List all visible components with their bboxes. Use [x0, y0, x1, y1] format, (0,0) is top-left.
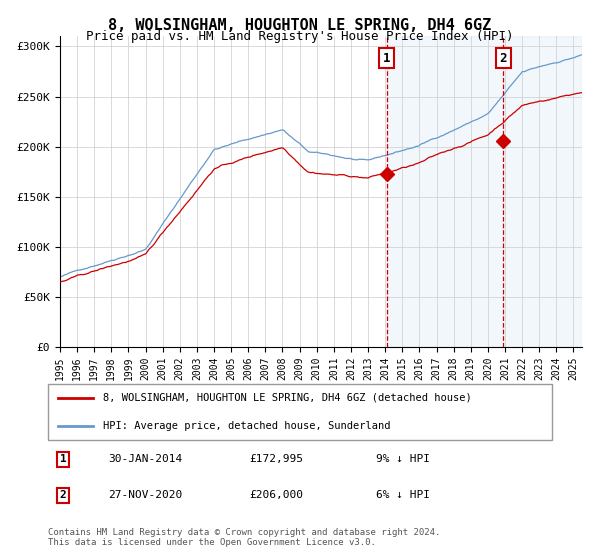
Text: £172,995: £172,995	[250, 454, 304, 464]
Text: 2: 2	[60, 491, 67, 501]
Text: 6% ↓ HPI: 6% ↓ HPI	[376, 491, 430, 501]
Text: 9% ↓ HPI: 9% ↓ HPI	[376, 454, 430, 464]
Text: Contains HM Land Registry data © Crown copyright and database right 2024.
This d: Contains HM Land Registry data © Crown c…	[48, 528, 440, 547]
Text: 30-JAN-2014: 30-JAN-2014	[109, 454, 183, 464]
Text: 1: 1	[60, 454, 67, 464]
Text: 8, WOLSINGHAM, HOUGHTON LE SPRING, DH4 6GZ: 8, WOLSINGHAM, HOUGHTON LE SPRING, DH4 6…	[109, 18, 491, 33]
Text: 8, WOLSINGHAM, HOUGHTON LE SPRING, DH4 6GZ (detached house): 8, WOLSINGHAM, HOUGHTON LE SPRING, DH4 6…	[103, 393, 472, 403]
FancyBboxPatch shape	[48, 384, 552, 440]
Text: £206,000: £206,000	[250, 491, 304, 501]
Text: 27-NOV-2020: 27-NOV-2020	[109, 491, 183, 501]
Text: Price paid vs. HM Land Registry's House Price Index (HPI): Price paid vs. HM Land Registry's House …	[86, 30, 514, 43]
Text: HPI: Average price, detached house, Sunderland: HPI: Average price, detached house, Sund…	[103, 421, 391, 431]
Text: 2: 2	[500, 52, 507, 64]
Bar	[386, 36, 582, 347]
Text: 1: 1	[383, 52, 390, 64]
